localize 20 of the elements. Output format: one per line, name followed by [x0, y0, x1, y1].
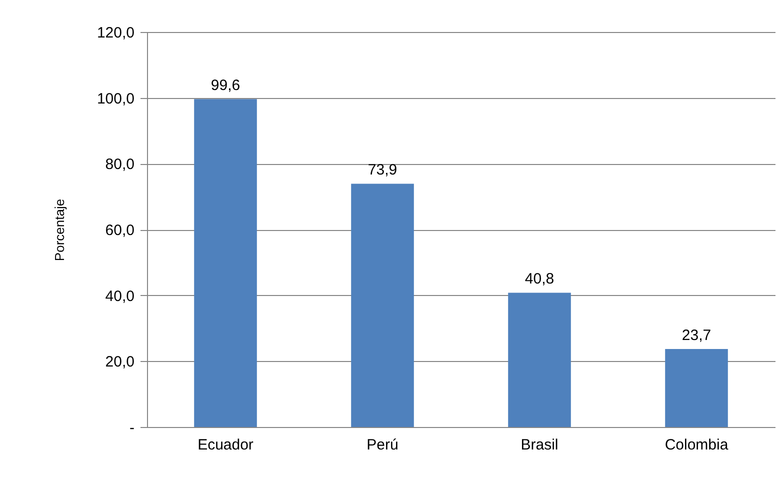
y-tick-label: - [130, 420, 134, 436]
y-tick-label: 100,0 [96, 90, 134, 108]
y-tick-label: 40,0 [105, 288, 134, 305]
y-tick-label: 20,0 [105, 354, 134, 371]
data-label: 73,9 [368, 162, 398, 179]
data-label: 40,8 [524, 270, 554, 288]
y-tick-label: 80,0 [105, 156, 134, 174]
y-tick-label: 60,0 [105, 222, 134, 239]
x-tick-label: Perú [366, 436, 398, 454]
data-label: 99,6 [210, 77, 240, 94]
y-tick-label: 120,0 [96, 24, 134, 42]
bar [351, 184, 414, 427]
y-axis-title: Porcentaje [52, 198, 67, 262]
x-tick-label: Brasil [520, 436, 558, 454]
bar [508, 292, 571, 427]
data-label: 23,7 [682, 326, 712, 344]
bar [665, 348, 728, 427]
x-tick-label: Ecuador [198, 436, 254, 454]
x-tick-label: Colombia [664, 436, 729, 454]
bar [194, 99, 257, 427]
